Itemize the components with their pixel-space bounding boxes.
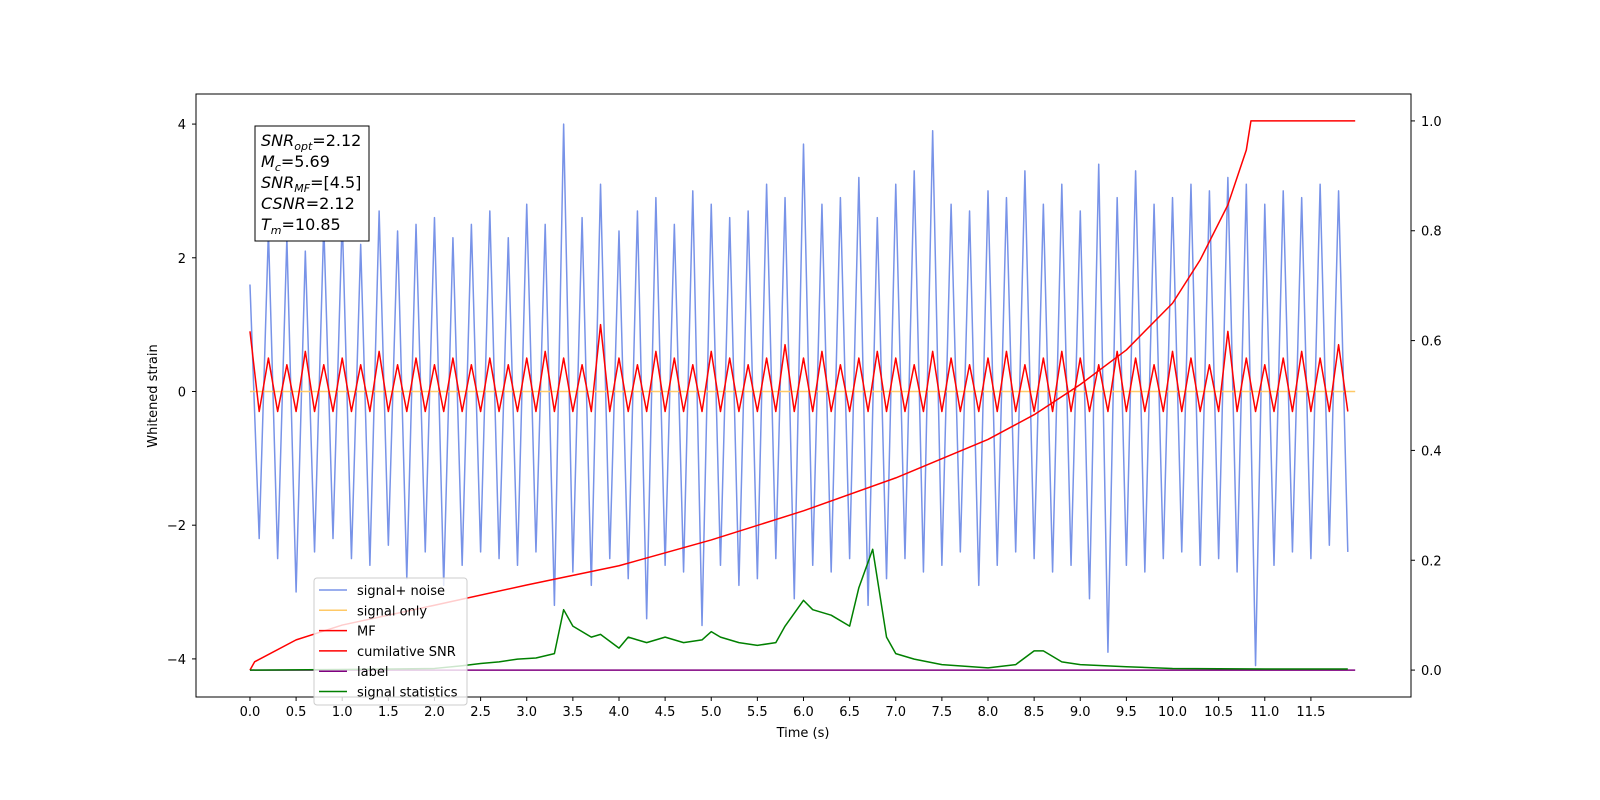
y2-tick-label: 0.8 [1421,225,1442,240]
x-tick-label: 11.0 [1250,705,1279,720]
legend-frame [313,577,468,706]
annotation-symbol: CSNR [261,194,306,213]
x-tick-label: 9.5 [1116,705,1137,720]
x-tick-label: 8.0 [978,705,999,720]
y-tick-label: 0 [178,385,186,400]
annotation-text: =10.85 [282,215,341,234]
annotation-symbol: T [261,215,272,234]
annotation-sub: c [275,161,281,174]
y2-tick-label: 0.6 [1421,335,1442,350]
x-tick-label: 5.5 [747,705,768,720]
annotation-text: =[4.5] [310,173,361,192]
x-tick-label: 6.0 [793,705,814,720]
x-tick-label: 5.0 [701,705,722,720]
annotation: SNRopt=2.12 [261,131,361,153]
x-tick-label: 8.5 [1024,705,1045,720]
x-tick-label: 0.0 [240,705,261,720]
annotation-symbol: M [261,152,275,171]
x-tick-label: 10.0 [1158,705,1187,720]
annotation-text: =2.12 [312,131,361,150]
legend: signal+ noise signal only MF cumilative SNR… [313,577,468,706]
x-tick-label: 1.0 [332,705,353,720]
legend-label: signal+ noise [357,584,445,599]
x-tick-label: 7.5 [932,705,953,720]
x-tick-label: 3.5 [563,705,584,720]
x-tick-label: 4.5 [655,705,676,720]
y2-tick-label: 0.0 [1421,664,1442,679]
annotation-symbol: SNR [261,131,294,150]
x-tick-label: 10.5 [1204,705,1233,720]
y-tick-label: 4 [178,118,186,133]
y-axis-label: Whitened strain [146,344,161,447]
annotation-text: =2.12 [306,194,355,213]
series-line [249,123,1349,667]
legend-label: MF [357,625,376,640]
x-tick-label: 3.0 [516,705,537,720]
legend-label: signal statistics [357,686,458,701]
y2-tick-label: 0.2 [1421,554,1442,569]
x-tick-label: 4.0 [609,705,630,720]
x-tick-label: 1.5 [378,705,399,720]
annotation-box: SNRopt=2.12Mc=5.69SNRMF=[4.5]CSNR=2.12Tm… [254,125,370,242]
legend-label: signal only [357,604,427,619]
x-tick-label: 11.5 [1296,705,1325,720]
annotation-frame [254,125,370,242]
x-tick-label: 0.5 [286,705,307,720]
annotation-sub: MF [294,182,310,195]
annotation: Tm=10.85 [261,215,341,237]
annotation: Mc=5.69 [261,152,330,174]
x-tick-label: 2.0 [424,705,445,720]
y-tick-label: −4 [167,653,186,668]
series-line [249,548,1348,671]
y2-tick-label: 1.0 [1421,115,1442,130]
y2-tick-label: 0.4 [1421,444,1442,459]
x-tick-label: 6.5 [839,705,860,720]
annotation-sub: opt [294,140,313,153]
series-line [249,323,1349,413]
annotation: CSNR=2.12 [261,194,355,213]
y-tick-label: 2 [178,252,186,267]
y-tick-label: −2 [167,519,186,534]
x-tick-label: 9.0 [1070,705,1091,720]
annotation-symbol: SNR [261,173,294,192]
x-tick-label: 2.5 [470,705,491,720]
annotation-text: =5.69 [281,152,330,171]
legend-label: cumilative SNR [357,645,456,660]
x-tick-label: 7.0 [885,705,906,720]
annotation: SNRMF=[4.5] [261,173,361,195]
x-axis-label: Time (s) [776,726,830,741]
legend-label: label [357,665,388,680]
annotation-sub: m [271,224,282,237]
